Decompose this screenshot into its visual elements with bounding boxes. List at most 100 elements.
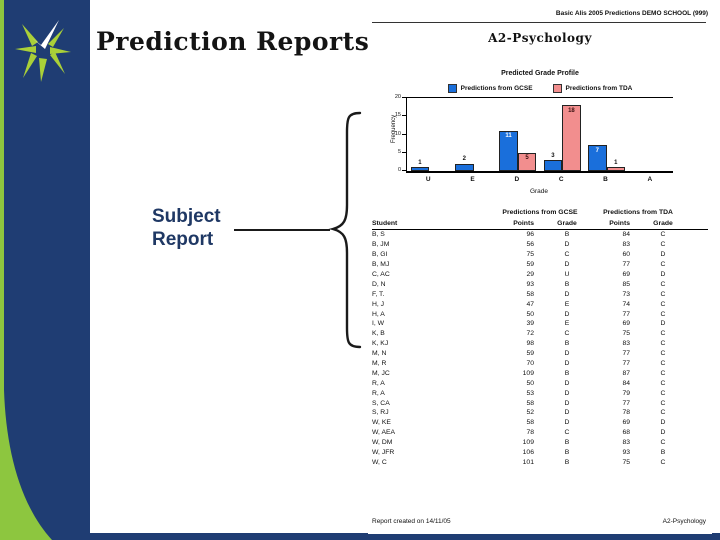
- bar-value-label: 7: [595, 147, 599, 154]
- cell-points-gcse: 109: [522, 369, 534, 377]
- cell-points-gcse: 47: [526, 300, 534, 308]
- cell-points-gcse: 59: [526, 261, 534, 269]
- y-tick-label: 20: [394, 94, 401, 100]
- cell-grade-gcse: C: [564, 330, 570, 338]
- table-row: K, KJ 98 B 83 C: [372, 339, 708, 349]
- cell-points-gcse: 58: [526, 399, 534, 407]
- cell-student: H, A: [372, 310, 385, 318]
- cell-points-tda: 69: [622, 419, 630, 427]
- cell-student: K, B: [372, 330, 385, 338]
- bar-tda: [562, 105, 581, 171]
- cell-points-tda: 77: [622, 399, 630, 407]
- table-row: I, W 39 E 69 D: [372, 319, 708, 329]
- cell-points-tda: 69: [622, 320, 630, 328]
- cell-points-tda: 83: [622, 439, 630, 447]
- table-row: M, JC 109 B 87 C: [372, 368, 708, 378]
- y-tick-label: 0: [397, 167, 401, 173]
- bar-value-label: 18: [568, 107, 575, 114]
- table-subheader-row: Student Points Grade Points Grade: [372, 216, 708, 230]
- left-edge-stripe: [0, 0, 4, 540]
- table-row: W, C 101 B 75 C: [372, 457, 708, 467]
- bar-value-label: 3: [551, 152, 555, 159]
- legend-label: Predictions from TDA: [565, 85, 633, 92]
- cell-student: M, N: [372, 350, 387, 358]
- cell-grade-gcse: D: [564, 350, 570, 358]
- bar-gcse: [499, 130, 518, 171]
- table-row: D, N 93 B 85 C: [372, 279, 708, 289]
- cell-grade-tda: C: [660, 389, 666, 397]
- cell-points-tda: 85: [622, 280, 630, 288]
- cell-points-gcse: 75: [526, 251, 534, 259]
- cell-grade-tda: C: [660, 280, 666, 288]
- cell-grade-tda: D: [660, 271, 666, 278]
- y-tick-mark: [402, 133, 406, 135]
- bar-gcse: [543, 160, 563, 171]
- table-row: S, CA 58 D 77 C: [372, 398, 708, 408]
- logo-starburst-icon: [15, 20, 71, 82]
- report-footer: Report created on 14/11/05 A2-Psychology: [372, 518, 706, 525]
- report-title: A2-Psychology: [488, 31, 592, 45]
- cell-student: B, S: [372, 231, 385, 239]
- cell-student: B, MJ: [372, 261, 390, 269]
- chart-title: Predicted Grade Profile: [501, 70, 579, 77]
- bar-gcse: [410, 167, 430, 171]
- cell-points-gcse: 59: [526, 350, 534, 358]
- cell-points-gcse: 52: [526, 409, 534, 417]
- cell-grade-tda: C: [660, 409, 666, 417]
- cell-points-gcse: 70: [526, 360, 534, 368]
- cell-grade-tda: C: [660, 439, 666, 447]
- cell-grade-gcse: B: [564, 458, 570, 466]
- cell-student: W, C: [372, 458, 387, 466]
- table-row: B, MJ 59 D 77 C: [372, 260, 708, 270]
- cell-student: W, AEA: [372, 429, 396, 437]
- subject-report-page: Basic Alis 2005 Predictions DEMO SCHOOL …: [368, 8, 712, 534]
- table-row: S, RJ 52 D 78 C: [372, 408, 708, 418]
- cell-student: W, KE: [372, 419, 391, 427]
- cell-grade-gcse: D: [564, 290, 570, 298]
- table-row: K, B 72 C 75 C: [372, 329, 708, 339]
- cell-grade-gcse: C: [564, 251, 570, 259]
- cell-grade-gcse: B: [564, 369, 570, 377]
- cell-points-gcse: 106: [522, 449, 534, 457]
- cell-grade-gcse: B: [564, 280, 570, 288]
- cell-student: C, AC: [372, 271, 390, 278]
- left-accent-bar: [4, 0, 90, 540]
- cell-points-gcse: 29: [526, 271, 534, 278]
- cell-grade-tda: C: [660, 350, 666, 358]
- curly-brace: [328, 111, 362, 349]
- cell-student: W, JFR: [372, 449, 395, 457]
- cell-points-tda: 84: [622, 231, 630, 239]
- cell-student: B, JM: [372, 241, 390, 249]
- cell-student: K, KJ: [372, 340, 389, 348]
- cell-grade-gcse: E: [564, 300, 570, 308]
- table-row: H, J 47 E 74 C: [372, 299, 708, 309]
- y-tick-label: 10: [394, 130, 401, 137]
- cell-grade-gcse: D: [564, 261, 570, 269]
- cell-student: H, J: [372, 300, 385, 308]
- table-row: M, R 70 D 77 C: [372, 359, 708, 369]
- cell-grade-tda: C: [660, 290, 666, 298]
- cell-points-gcse: 72: [526, 330, 534, 338]
- cell-grade-gcse: D: [564, 241, 570, 249]
- cell-points-gcse: 39: [526, 320, 534, 328]
- slide-title: Prediction Reports: [96, 27, 370, 56]
- cell-grade-tda: C: [660, 399, 666, 407]
- cell-student: S, RJ: [372, 409, 389, 417]
- cell-grade-tda: C: [660, 360, 666, 368]
- y-tick-label: 15: [394, 112, 401, 119]
- cell-grade-tda: D: [660, 419, 666, 427]
- report-footer-subject: A2-Psychology: [662, 518, 706, 525]
- cell-grade-gcse: B: [564, 340, 570, 348]
- cell-points-gcse: 96: [526, 231, 534, 239]
- cell-grade-tda: C: [660, 310, 666, 318]
- bottom-accent-bar: [0, 533, 720, 540]
- cell-points-gcse: 78: [526, 429, 534, 437]
- cell-student: M, R: [372, 360, 387, 368]
- table-row: B, GI 75 C 60 D: [372, 250, 708, 260]
- bar-value-label: 1: [418, 159, 422, 166]
- cell-points-tda: 75: [622, 330, 630, 338]
- cell-student: S, CA: [372, 399, 390, 407]
- cell-grade-tda: B: [660, 449, 666, 457]
- y-tick-mark: [402, 170, 406, 171]
- group-header-gcse: Predictions from GCSE: [502, 209, 578, 216]
